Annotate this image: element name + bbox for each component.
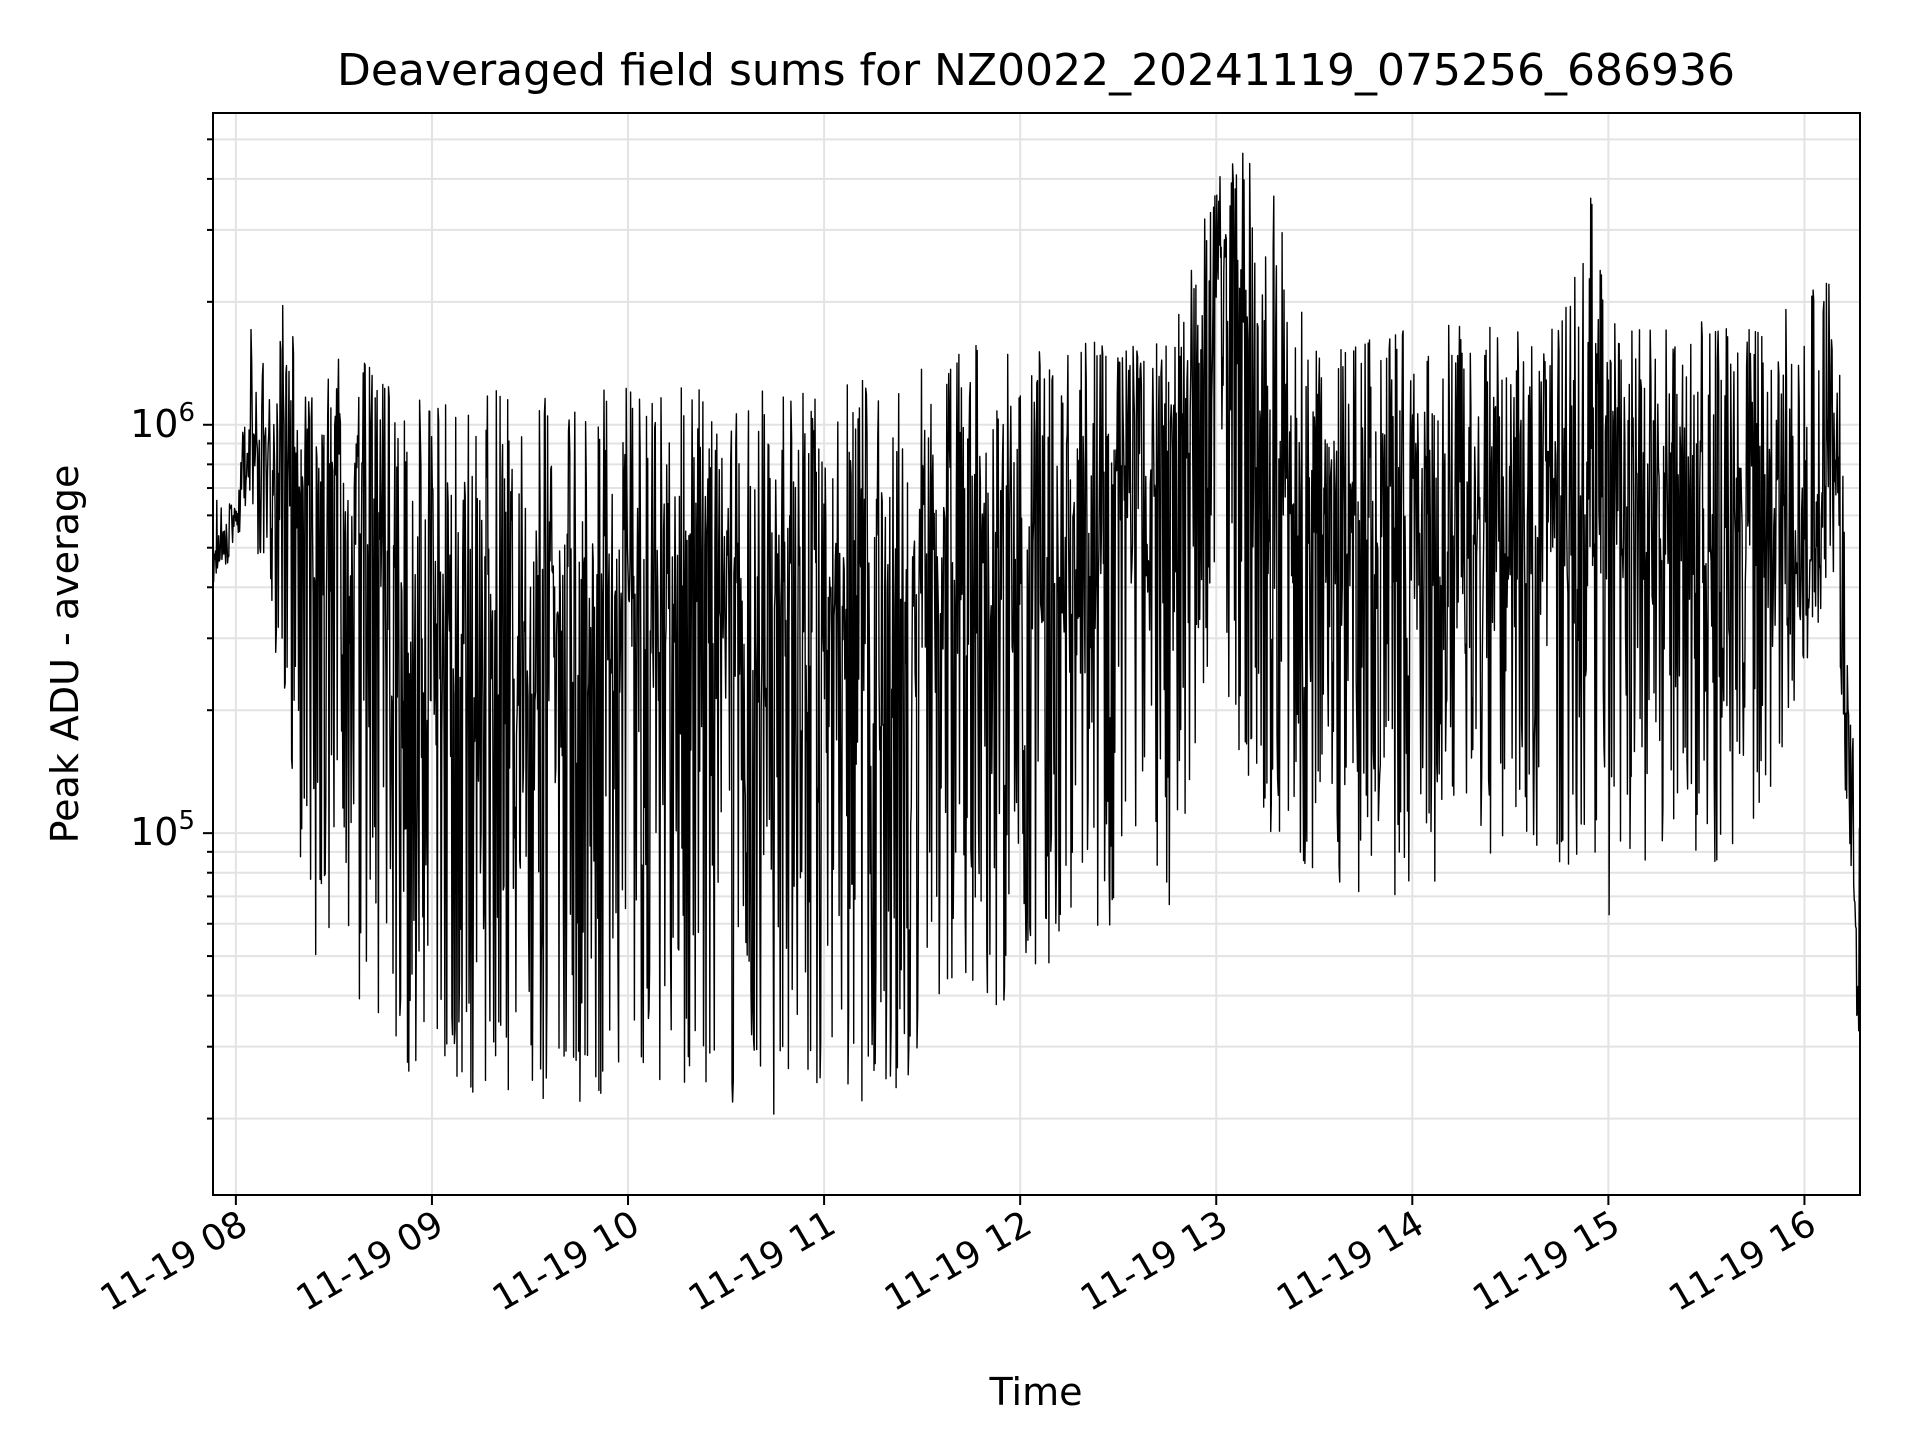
plot-frame: [212, 112, 1861, 1196]
x-axis-label: Time: [989, 1370, 1083, 1414]
series-line: [212, 152, 1861, 1115]
chart-title: Deaveraged field sums for NZ0022_2024111…: [337, 45, 1735, 96]
y-axis-label: Peak ADU - average: [43, 465, 87, 844]
y-tick-label: 105: [130, 806, 195, 854]
y-tick-label: 106: [130, 398, 195, 446]
series-layer: [212, 152, 1861, 1115]
